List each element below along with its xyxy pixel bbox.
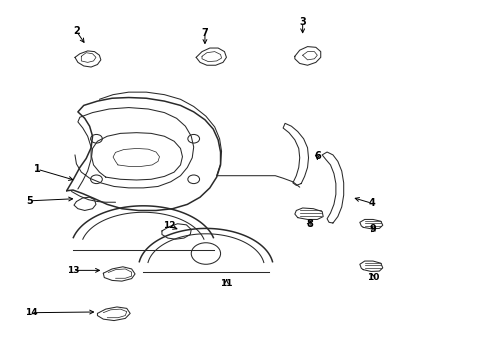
Text: 10: 10 (367, 273, 379, 282)
Text: 4: 4 (368, 198, 375, 208)
Text: 7: 7 (201, 28, 208, 38)
Text: 6: 6 (314, 150, 320, 161)
Text: 8: 8 (306, 219, 313, 229)
Text: 11: 11 (220, 279, 233, 288)
Text: 1: 1 (34, 164, 41, 174)
Text: 9: 9 (369, 225, 376, 234)
Text: 2: 2 (73, 26, 80, 36)
Text: 5: 5 (26, 196, 33, 206)
Text: 12: 12 (163, 221, 175, 230)
Text: 14: 14 (24, 308, 37, 317)
Text: 13: 13 (67, 266, 79, 275)
Text: 3: 3 (299, 17, 306, 27)
